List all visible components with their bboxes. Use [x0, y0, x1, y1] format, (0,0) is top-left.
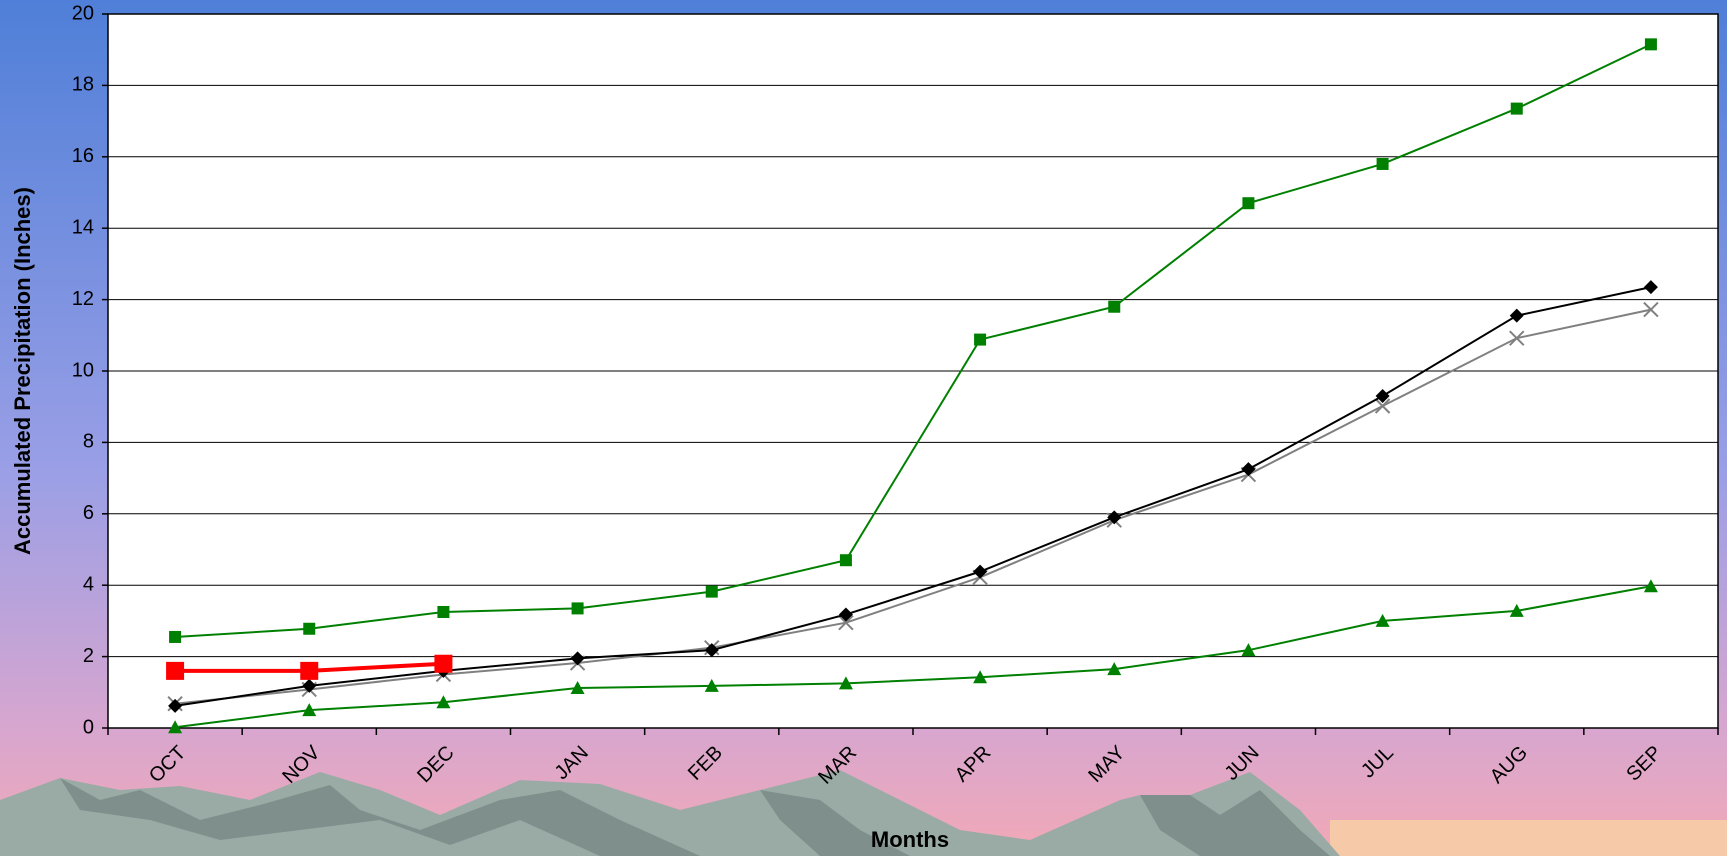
marker — [303, 622, 316, 635]
marker — [1643, 301, 1659, 318]
marker — [302, 703, 317, 717]
y-tick-label: 8 — [83, 431, 94, 453]
y-tick-label: 12 — [72, 288, 94, 310]
marker — [570, 651, 585, 666]
marker — [1375, 613, 1390, 627]
marker — [571, 602, 584, 615]
marker — [838, 607, 853, 622]
marker — [1643, 579, 1658, 593]
marker — [704, 643, 719, 658]
marker — [704, 678, 719, 692]
marker — [436, 695, 451, 709]
marker — [838, 676, 853, 690]
marker — [168, 720, 183, 734]
marker — [1509, 308, 1524, 323]
marker — [1107, 510, 1122, 525]
marker — [302, 678, 317, 693]
horizon-band — [1330, 820, 1727, 856]
y-tick-label: 14 — [72, 216, 94, 238]
marker — [300, 661, 319, 680]
y-tick-label: 16 — [72, 145, 94, 167]
marker — [705, 585, 718, 598]
x-axis-title: Months — [871, 827, 949, 852]
marker — [1509, 603, 1524, 617]
marker — [1241, 643, 1256, 657]
marker — [1509, 330, 1525, 346]
marker — [1643, 280, 1658, 295]
marker — [570, 681, 585, 695]
y-tick-label: 2 — [83, 645, 94, 667]
marker — [838, 614, 854, 631]
marker — [169, 630, 182, 643]
y-tick-label: 4 — [83, 573, 94, 595]
marker — [974, 333, 987, 346]
marker — [1510, 102, 1523, 115]
y-tick-label: 0 — [83, 716, 94, 738]
y-tick-label: 20 — [72, 2, 94, 24]
marker — [1241, 462, 1256, 477]
marker — [168, 698, 183, 713]
marker — [973, 564, 988, 579]
marker — [1108, 300, 1121, 313]
marker — [437, 605, 450, 618]
y-axis-title: Accumulated Precipitation (Inches) — [10, 187, 35, 555]
marker — [1375, 388, 1390, 403]
marker — [1242, 197, 1255, 210]
marker — [1107, 662, 1122, 676]
marker — [1376, 157, 1389, 170]
series-line — [174, 308, 1652, 705]
y-tick-label: 6 — [83, 502, 94, 524]
series-line — [175, 43, 1652, 638]
y-tick-label: 10 — [72, 359, 94, 381]
y-tick-label: 18 — [72, 74, 94, 96]
marker — [1374, 398, 1391, 414]
mountains — [0, 770, 1340, 856]
marker — [973, 670, 988, 684]
series-line — [174, 286, 1652, 707]
marker — [166, 661, 185, 680]
marker — [839, 554, 852, 567]
marker — [434, 654, 453, 673]
series-line — [174, 585, 1652, 729]
marker — [1644, 38, 1657, 51]
